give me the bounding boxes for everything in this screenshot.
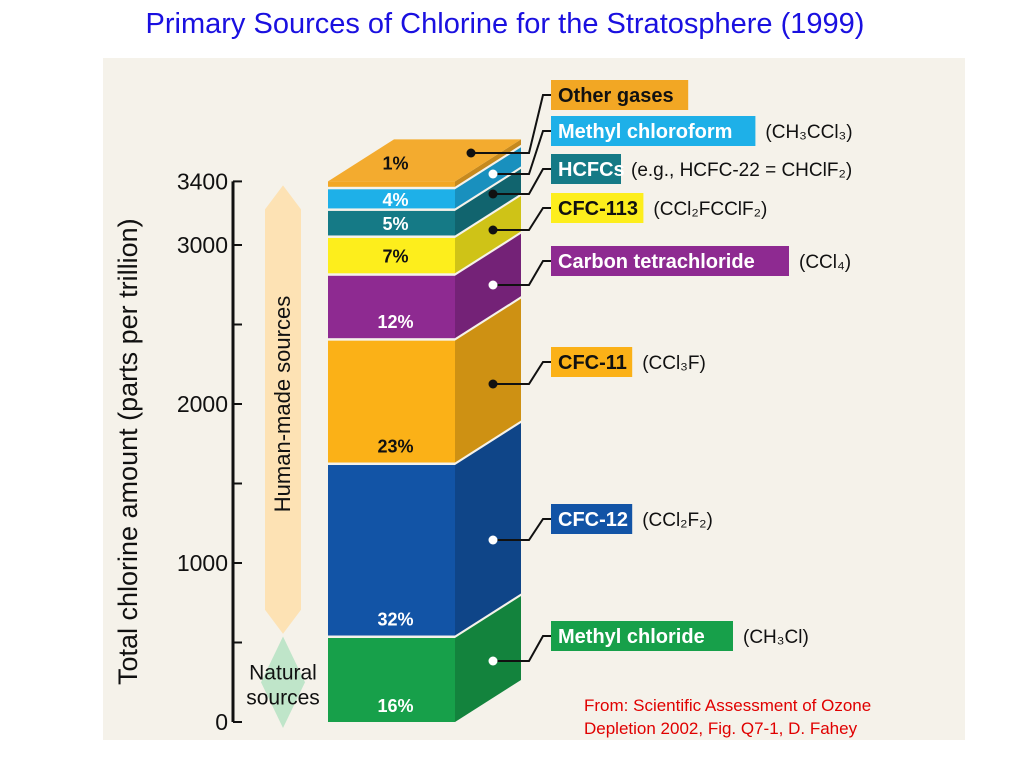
source-note-line-1: From: Scientific Assessment of Ozone <box>584 696 872 715</box>
percent-label-methyl-chloroform: 4% <box>382 190 408 210</box>
leader-line-hcfcs <box>493 168 551 195</box>
legend-formula-cfc-113: (CCl₂FCClF₂) <box>653 199 767 220</box>
legend-box-cfc-113 <box>551 193 644 223</box>
percent-label-other-gases: 1% <box>382 153 408 173</box>
bar-segment-cfc-12 <box>328 423 521 636</box>
y-tick-label: 1000 <box>177 550 228 576</box>
percent-label-carbon-tetrachloride: 12% <box>377 312 413 332</box>
y-axis-title: Total chlorine amount (parts per trillio… <box>113 218 143 685</box>
legend-formula-cfc-12: (CCl₂F₂) <box>642 510 713 531</box>
bar-front-cfc-12 <box>328 465 455 636</box>
source-note-line-2: Depletion 2002, Fig. Q7-1, D. Fahey <box>584 719 858 738</box>
legend-formula-carbon-tetrachloride: (CCl₄) <box>799 252 851 273</box>
legend-label-other-gases: Other gases <box>558 85 674 107</box>
human-made-label: Human-made sources <box>270 296 295 512</box>
legend-labels: Methyl chloride (CH₃Cl) CFC-12 (CCl₂F₂) CFC-… <box>466 80 853 666</box>
bar-side-methyl-chloroform <box>455 147 521 209</box>
y-axis: 0 1000 2000 3000 3400 Total chlorine amount (… <box>113 168 320 735</box>
legend-box-methyl-chloride <box>551 621 733 651</box>
legend-box-other-gases <box>551 80 689 110</box>
leader-line-cfc-113 <box>493 207 551 231</box>
bar-side-carbon-tetrachloride <box>455 233 521 339</box>
slide-title: Primary Sources of Chlorine for the Stra… <box>145 8 865 40</box>
bar-front-other-gases <box>328 181 455 187</box>
legend-label-carbon-tetrachloride: Carbon tetrachloride <box>558 251 755 273</box>
bar-front-carbon-tetrachloride <box>328 275 455 339</box>
legend-box-cfc-12 <box>551 504 633 534</box>
marker-hcfcs <box>488 189 498 199</box>
bar-front-hcfcs <box>328 210 455 236</box>
leader-line-carbon-tetrachloride <box>493 260 551 286</box>
legend-label-methyl-chloroform: Methyl chloroform <box>558 121 732 143</box>
bar-side-cfc-12 <box>455 423 521 636</box>
y-tick-label: 0 <box>215 709 228 735</box>
percent-label-cfc-11: 23% <box>377 437 413 457</box>
stacked-chlorine-chart: 0 1000 2000 3000 3400 Total chlorine amount (… <box>113 80 853 735</box>
bar-segment-methyl-chloride <box>328 596 521 722</box>
percent-label-hcfcs: 5% <box>382 214 408 234</box>
marker-cfc-12 <box>488 535 498 545</box>
bar-side-methyl-chloride <box>455 596 521 722</box>
natural-label-line-2: sources <box>246 686 320 709</box>
leader-line-other-gases <box>471 94 551 154</box>
legend-formula-methyl-chloroform: (CH₃CCl₃) <box>765 122 852 143</box>
legend-label-cfc-12: CFC-12 <box>558 509 628 531</box>
bar-front-cfc-113 <box>328 237 455 274</box>
natural-bracket <box>261 636 305 728</box>
y-tick-label: 2000 <box>177 391 228 417</box>
legend-label-cfc-113: CFC-113 <box>558 198 638 220</box>
bar-side-cfc-11 <box>455 298 521 463</box>
marker-cfc-11 <box>488 379 498 389</box>
leader-line-cfc-11 <box>493 361 551 385</box>
leader-line-cfc-12 <box>493 518 551 541</box>
legend-box-methyl-chloroform <box>551 116 756 146</box>
bar-segment-cfc-11 <box>328 298 521 463</box>
leader-line-methyl-chloroform <box>493 130 551 175</box>
legend-formula-cfc-11: (CCl₃F) <box>642 353 706 374</box>
natural-label-line-1: Natural <box>249 661 317 684</box>
source-note: From: Scientific Assessment of Ozone Dep… <box>584 694 984 740</box>
stacked-bar: 16% 32% 23% 12% 7% 5% 4% 1% <box>328 139 521 722</box>
marker-carbon-tetrachloride <box>488 280 498 290</box>
bar-segment-hcfcs <box>328 168 521 236</box>
bar-side-cfc-113 <box>455 195 521 274</box>
y-tick-label: 3400 <box>177 168 228 194</box>
bar-segment-methyl-chloroform <box>328 147 521 209</box>
bar-segment-carbon-tetrachloride <box>328 233 521 339</box>
bar-front-methyl-chloroform <box>328 189 455 209</box>
bar-side-other-gases <box>455 139 521 187</box>
percent-label-methyl-chloride: 16% <box>377 696 413 716</box>
marker-cfc-113 <box>488 225 498 235</box>
percent-label-cfc-12: 32% <box>377 610 413 630</box>
legend-box-cfc-11 <box>551 347 633 377</box>
legend-label-hcfcs: HCFCs <box>558 159 625 181</box>
bar-front-methyl-chloride <box>328 638 455 722</box>
bar-segment-other-gases <box>328 139 521 187</box>
marker-other-gases <box>466 148 476 158</box>
bar-segment-cfc-113 <box>328 195 521 274</box>
legend-box-hcfcs <box>551 154 621 184</box>
legend-formula-hcfcs: (e.g., HCFC-22 = CHClF₂) <box>631 160 852 181</box>
marker-methyl-chloroform <box>488 169 498 179</box>
human-made-bracket <box>265 185 301 634</box>
leader-line-methyl-chloride <box>493 635 551 662</box>
y-tick-label: 3000 <box>177 232 228 258</box>
percent-label-cfc-113: 7% <box>382 247 408 267</box>
bar-front-cfc-11 <box>328 340 455 463</box>
legend-label-cfc-11: CFC-11 <box>558 352 627 374</box>
legend-box-carbon-tetrachloride <box>551 246 789 276</box>
legend-label-methyl-chloride: Methyl chloride <box>558 626 705 648</box>
bar-side-hcfcs <box>455 168 521 236</box>
marker-methyl-chloride <box>488 656 498 666</box>
legend-formula-methyl-chloride: (CH₃Cl) <box>743 627 809 648</box>
figure-panel: 0 1000 2000 3000 3400 Total chlorine amount (… <box>103 58 965 740</box>
